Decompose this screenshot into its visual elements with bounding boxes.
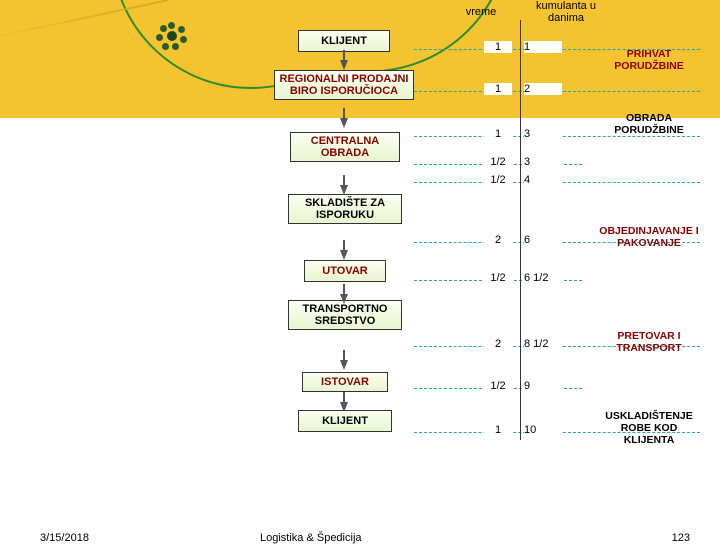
- rlabel-prihvat: PRIHVAT PORUDŽBINE: [594, 48, 704, 72]
- header-time: vreme: [456, 6, 506, 18]
- footer-page: 123: [672, 532, 690, 544]
- cumul-val-7: 8 1/2: [524, 338, 562, 350]
- arrow-1: [340, 118, 348, 128]
- footer-title: Logistika & Špedicija: [260, 532, 362, 544]
- box-biro: REGIONALNI PRODAJNI BIRO ISPORUČIOCA: [274, 70, 414, 100]
- time-val-9: 1: [484, 424, 512, 436]
- cumul-val-3: 3: [524, 156, 562, 168]
- box-skladiste: SKLADIŠTE ZA ISPORUKU: [288, 194, 402, 224]
- box-istovar: ISTOVAR: [302, 372, 388, 392]
- time-val-5: 2: [484, 234, 512, 246]
- cumul-val-5: 6: [524, 234, 562, 246]
- arrow-2: [340, 185, 348, 195]
- time-val-0: 1: [484, 41, 512, 53]
- arrow-3: [340, 250, 348, 260]
- cumul-val-4: 4: [524, 174, 562, 186]
- box-utovar: UTOVAR: [304, 260, 386, 282]
- column-separator: [520, 20, 521, 440]
- arrow-6: [340, 402, 348, 412]
- time-val-3: 1/2: [484, 156, 512, 168]
- rlabel-objed: OBJEDINJAVANJE I PAKOVANJE: [594, 225, 704, 249]
- box-centralna: CENTRALNA OBRADA: [290, 132, 400, 162]
- box-klijent1: KLIJENT: [298, 30, 390, 52]
- rlabel-uskl: USKLADIŠTENJE ROBE KOD KLIJENTA: [594, 410, 704, 446]
- time-val-2: 1: [484, 128, 512, 140]
- cumul-val-1: 2: [524, 83, 562, 95]
- arrow-4: [340, 294, 348, 304]
- rlabel-obrada: OBRADA PORUDŽBINE: [594, 112, 704, 136]
- arrow-0: [340, 60, 348, 70]
- time-val-4: 1/2: [484, 174, 512, 186]
- time-val-1: 1: [484, 83, 512, 95]
- cumul-val-8: 9: [524, 380, 562, 392]
- header-cumul: kumulanta u danima: [526, 0, 606, 24]
- box-klijent2: KLIJENT: [298, 410, 392, 432]
- cumul-val-9: 10: [524, 424, 562, 436]
- cumul-val-0: 1: [524, 41, 562, 53]
- rlabel-pretovар: PRETOVAR I TRANSPORT: [594, 330, 704, 354]
- footer-date: 3/15/2018: [40, 532, 89, 544]
- time-val-8: 1/2: [484, 380, 512, 392]
- diagram-content: vreme kumulanta u danima KLIJENT REGIONAL…: [0, 0, 720, 540]
- arrow-5: [340, 360, 348, 370]
- cumul-val-6: 6 1/2: [524, 272, 562, 284]
- time-val-6: 1/2: [484, 272, 512, 284]
- cumul-val-2: 3: [524, 128, 562, 140]
- box-transport: TRANSPORTNO SREDSTVO: [288, 300, 402, 330]
- time-val-7: 2: [484, 338, 512, 350]
